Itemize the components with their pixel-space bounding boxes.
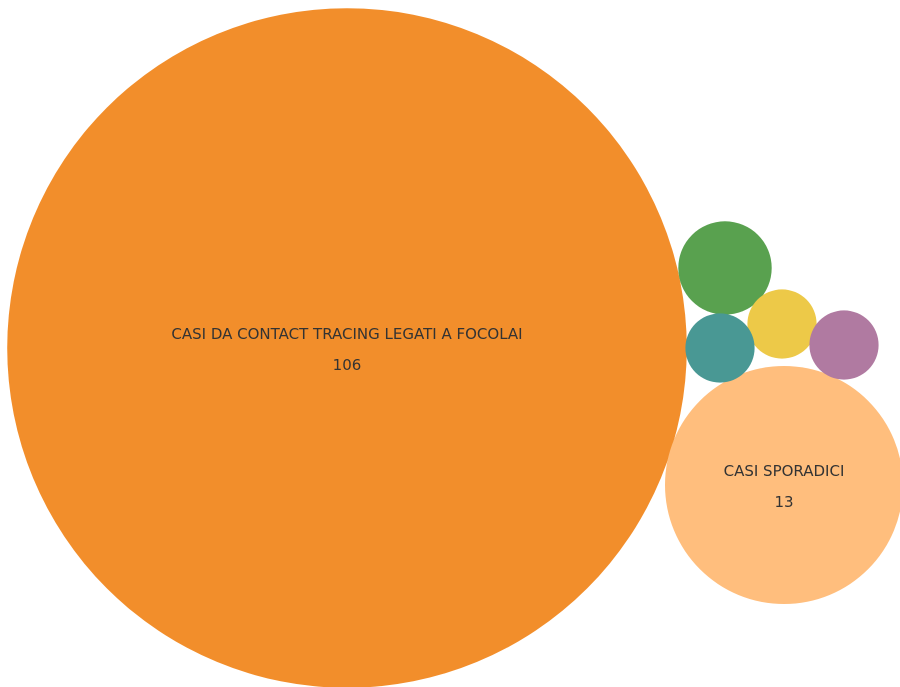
bubble-value-casi-da-contact-tracing-legati-a-focolai: 106 <box>333 356 362 374</box>
bubble-casi-da-contact-tracing-legati-a-focolai[interactable] <box>7 8 687 687</box>
labels-layer: CASI DA CONTACT TRACING LEGATI A FOCOLAI… <box>171 325 844 511</box>
bubble-casi-sporadici[interactable] <box>665 366 900 604</box>
bubble-label-casi-da-contact-tracing-legati-a-focolai: CASI DA CONTACT TRACING LEGATI A FOCOLAI <box>171 325 522 343</box>
bubble-label-casi-sporadici: CASI SPORADICI <box>724 462 845 480</box>
bubble-unlabeled-3[interactable] <box>747 289 817 359</box>
bubbles-layer <box>7 8 900 687</box>
bubble-value-casi-sporadici: 13 <box>774 493 793 511</box>
bubble-unlabeled-2[interactable] <box>678 221 772 315</box>
bubble-unlabeled-5[interactable] <box>685 313 755 383</box>
bubble-unlabeled-4[interactable] <box>809 310 879 380</box>
